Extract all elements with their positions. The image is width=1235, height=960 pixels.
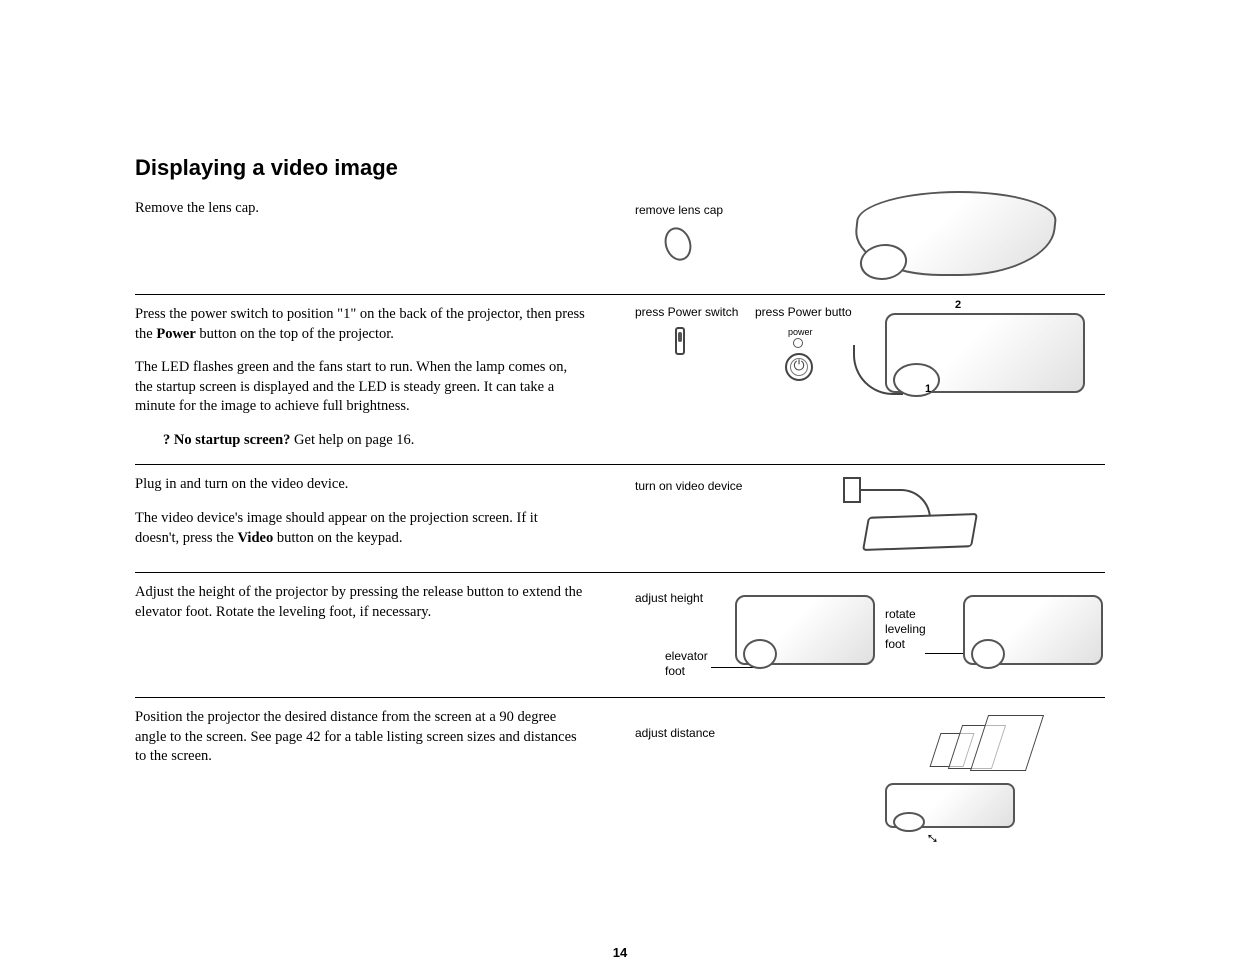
step-power: Press the power switch to position "1" o… xyxy=(135,305,1105,465)
page-number: 14 xyxy=(135,945,1105,960)
callout-2: 2 xyxy=(955,299,961,313)
caption-power-button: press Power butto xyxy=(755,305,852,320)
projector-left-illustration xyxy=(735,595,875,665)
power-led-illustration xyxy=(793,338,803,348)
callout-1: 1 xyxy=(925,383,931,397)
step-adjust-distance: Position the projector the desired dista… xyxy=(135,708,1105,828)
caption-turn-on-device: turn on video device xyxy=(635,479,742,494)
help-text: ? No startup screen? Get help on page 16… xyxy=(163,431,585,451)
page-heading: Displaying a video image xyxy=(135,155,1105,181)
body-text: Position the projector the desired dista… xyxy=(135,708,585,767)
body-text: Adjust the height of the projector by pr… xyxy=(135,583,585,622)
projector-right-illustration xyxy=(963,595,1103,665)
cable-illustration xyxy=(853,345,903,395)
body-text: The LED flashes green and the fans start… xyxy=(135,358,585,417)
vcr-illustration xyxy=(862,513,978,551)
body-text: The video device's image should appear o… xyxy=(135,509,585,548)
projector-illustration xyxy=(851,191,1060,276)
projector-illustration xyxy=(885,313,1085,393)
body-text: Plug in and turn on the video device. xyxy=(135,475,585,495)
caption-elevator-foot: elevator foot xyxy=(665,649,708,679)
caption-remove-lens-cap: remove lens cap xyxy=(635,203,723,218)
step-adjust-height: Adjust the height of the projector by pr… xyxy=(135,583,1105,698)
body-text: Press the power switch to position "1" o… xyxy=(135,305,585,344)
caption-adjust-height: adjust height xyxy=(635,591,703,606)
screen-illustration xyxy=(935,713,1055,783)
step-remove-cap: Remove the lens cap. remove lens cap xyxy=(135,199,1105,295)
projector-illustration xyxy=(885,783,1015,828)
leader-line xyxy=(711,667,755,668)
caption-adjust-distance: adjust distance xyxy=(635,726,715,741)
leader-line xyxy=(925,653,963,654)
body-text: Remove the lens cap. xyxy=(135,199,585,219)
caption-power-switch: press Power switch xyxy=(635,305,738,320)
power-button-illustration: ⏻ xyxy=(785,353,813,381)
step-plug-in: Plug in and turn on the video device. Th… xyxy=(135,475,1105,573)
caption-leveling-foot: rotate leveling foot xyxy=(885,607,926,652)
caption-power-label: power xyxy=(788,327,813,338)
lens-cap-illustration xyxy=(660,224,695,264)
power-switch-illustration xyxy=(675,327,685,355)
outlet-illustration xyxy=(843,477,861,503)
